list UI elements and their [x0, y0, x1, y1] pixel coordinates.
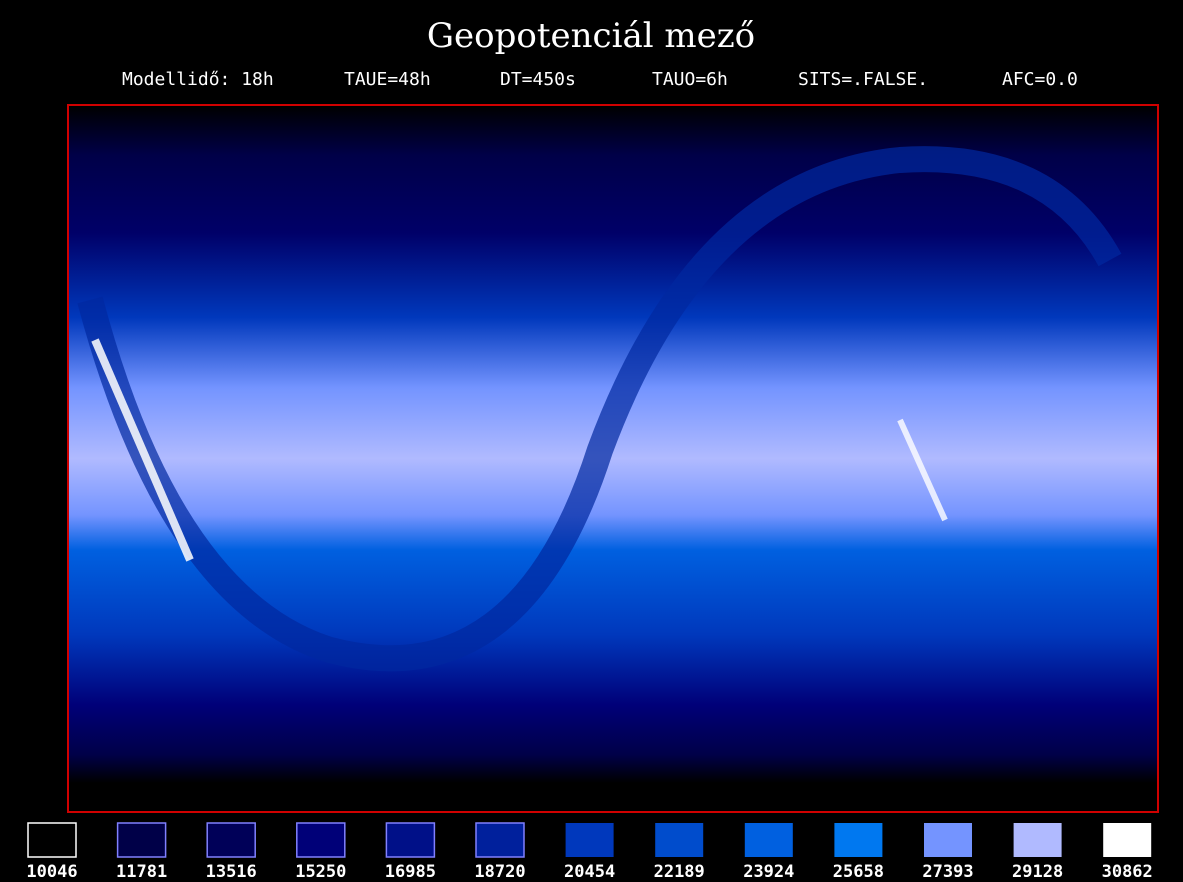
- title: Geopotenciál mező: [427, 16, 755, 56]
- param: DT=450s: [500, 69, 576, 90]
- legend-swatch: [28, 823, 76, 857]
- legend-label: 18720: [474, 862, 525, 882]
- legend-swatch: [566, 823, 614, 857]
- param: Modellidő: 18h: [122, 69, 274, 90]
- legend-swatch: [1103, 823, 1151, 857]
- legend-swatch: [118, 823, 166, 857]
- legend-swatch: [924, 823, 972, 857]
- legend-label: 25658: [833, 862, 884, 882]
- param: TAUO=6h: [652, 69, 728, 90]
- legend-label: 27393: [922, 862, 973, 882]
- legend-label: 30862: [1102, 862, 1153, 882]
- legend-label: 11781: [116, 862, 167, 882]
- legend-label: 10046: [26, 862, 77, 882]
- legend-swatch: [1014, 823, 1062, 857]
- screen: Geopotenciál mező Modellidő: 18h TAUE=48h…: [0, 0, 1183, 882]
- param: AFC=0.0: [1002, 69, 1078, 90]
- param: SITS=.FALSE.: [798, 69, 928, 90]
- legend-label: 23924: [743, 862, 794, 882]
- legend-swatch: [655, 823, 703, 857]
- param: TAUE=48h: [344, 69, 431, 90]
- legend-label: 20454: [564, 862, 615, 882]
- legend-label: 22189: [654, 862, 705, 882]
- field: [69, 106, 1157, 811]
- legend-swatch: [834, 823, 882, 857]
- legend-swatch: [745, 823, 793, 857]
- legend-label: 29128: [1012, 862, 1063, 882]
- legend-swatch: [297, 823, 345, 857]
- legend-label: 15250: [295, 862, 346, 882]
- legend-swatch: [386, 823, 434, 857]
- legend-swatch: [207, 823, 255, 857]
- page: Geopotenciál mező Modellidő: 18h TAUE=48h…: [0, 0, 1183, 882]
- legend-label: 13516: [206, 862, 257, 882]
- legend-swatch: [476, 823, 524, 857]
- legend-label: 16985: [385, 862, 436, 882]
